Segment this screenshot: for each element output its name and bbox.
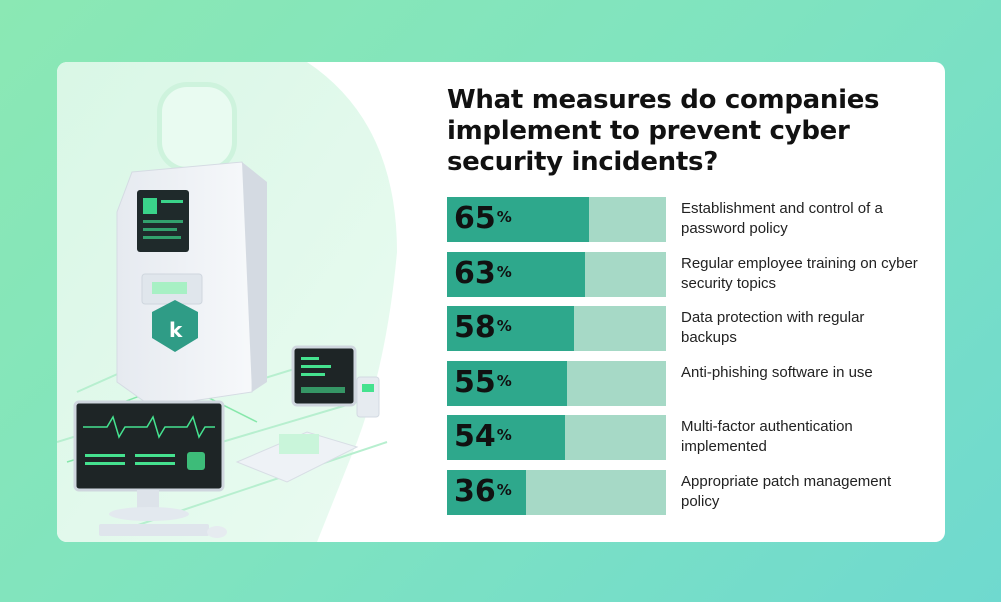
data-label-value: 65	[454, 201, 496, 236]
chart-title: What measures do companies implement to …	[447, 85, 880, 177]
bar	[447, 197, 590, 242]
bar-track: 63%	[447, 251, 666, 297]
data-label-unit: %	[496, 371, 512, 390]
bar-track: 55%	[447, 360, 666, 406]
data-label-value: 58	[454, 310, 496, 345]
data-label: 54%	[454, 419, 512, 455]
data-label-unit: %	[496, 480, 512, 499]
category-label: Anti-phishing software in use	[681, 363, 873, 381]
data-label: 36%	[454, 474, 512, 510]
bar-track: 58%	[447, 306, 666, 351]
bar-row: 63% Regular employee training on cyber se…	[447, 251, 927, 297]
infographic-card: k What measures do companies implement t…	[57, 62, 945, 542]
data-label-value: 55	[454, 364, 496, 400]
kiosk-illustration: k	[57, 62, 397, 542]
data-label: 65%	[454, 201, 512, 237]
data-label: 63%	[454, 256, 512, 292]
data-label-value: 36	[454, 473, 496, 509]
data-label: 55%	[454, 365, 512, 401]
bar	[447, 306, 575, 351]
data-label-unit: %	[496, 317, 512, 335]
bar-track: 36%	[447, 469, 666, 515]
data-label-unit: %	[496, 262, 512, 281]
data-label-unit: %	[496, 426, 512, 444]
data-label-value: 54	[454, 419, 496, 454]
bar	[447, 469, 526, 515]
bar-row: 54% Multi-factor authentication implement…	[447, 415, 927, 460]
category-label: Multi-factor authentication implemented	[681, 418, 853, 455]
bar-track: 54%	[447, 415, 666, 460]
bar-row: 55% Anti-phishing software in use	[447, 360, 927, 406]
bar-track: 65%	[447, 197, 666, 242]
bar	[447, 360, 568, 406]
bar	[447, 251, 585, 297]
bar-chart: 65% Establishment and control of a passwo…	[447, 197, 927, 524]
svg-text:k: k	[169, 318, 183, 342]
bar-row: 58% Data protection with regular backups	[447, 306, 927, 351]
category-label: Appropriate patch management policy	[681, 472, 892, 510]
bar-row: 65% Establishment and control of a passwo…	[447, 197, 927, 242]
bar	[447, 415, 566, 460]
category-label: Regular employee training on cyber secur…	[681, 254, 918, 292]
data-label-unit: %	[496, 208, 512, 226]
data-label: 58%	[454, 310, 512, 346]
data-label-value: 63	[454, 255, 496, 291]
bar-row: 36% Appropriate patch management policy	[447, 469, 927, 515]
category-label: Data protection with regular backups	[681, 309, 865, 346]
category-label: Establishment and control of a password …	[681, 200, 883, 237]
